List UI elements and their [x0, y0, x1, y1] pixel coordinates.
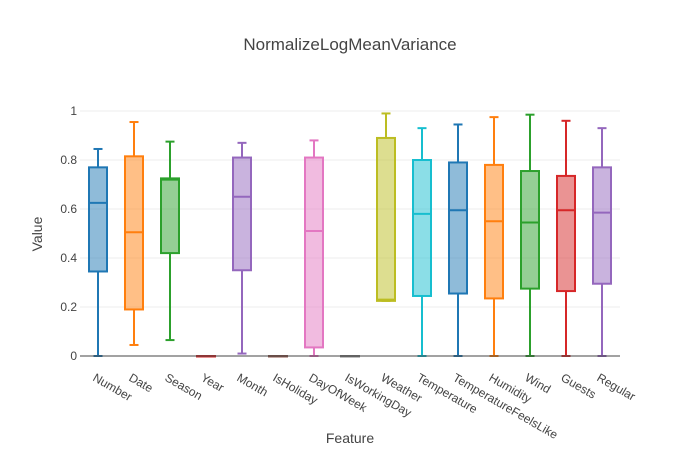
- box-season: [160, 140, 180, 342]
- y-tick-label: 0.6: [60, 202, 77, 216]
- box-wind: [520, 113, 540, 357]
- box-humidity: [484, 116, 504, 357]
- x-tick-label: Guests: [559, 370, 599, 401]
- y-tick-label: 1: [70, 104, 77, 118]
- box-guests: [556, 119, 576, 357]
- box-weather: [376, 112, 396, 302]
- iqr-box: [484, 163, 504, 300]
- y-tick-label: 0.8: [60, 153, 77, 167]
- x-axis-title: Feature: [326, 430, 374, 446]
- x-tick-label: Season: [163, 370, 205, 402]
- y-axis-title: Value: [29, 216, 45, 251]
- box-temperature-feels-like: [448, 123, 468, 357]
- iqr-box: [376, 136, 396, 302]
- y-tick-label: 0.4: [60, 251, 77, 265]
- iqr-box: [520, 170, 540, 290]
- iqr-box: [160, 177, 180, 255]
- iqr-box: [412, 159, 432, 297]
- chart-title: NormalizeLogMeanVariance: [243, 35, 456, 54]
- iqr-box: [304, 156, 324, 349]
- iqr-box: [232, 156, 252, 272]
- iqr-box: [592, 166, 612, 285]
- y-tick-label: 0: [70, 349, 77, 363]
- y-tick-labels: 0 0.2 0.4 0.6 0.8 1: [60, 104, 77, 363]
- x-tick-label: Number: [91, 370, 135, 403]
- box-date: [124, 121, 144, 346]
- box-regular: [592, 127, 612, 357]
- box-series: [88, 112, 612, 358]
- iqr-box: [448, 161, 468, 295]
- iqr-box: [88, 166, 108, 273]
- box-month: [232, 141, 252, 355]
- box-day-of-week: [304, 139, 324, 357]
- iqr-box: [556, 174, 576, 293]
- x-tick-label: Month: [235, 370, 271, 399]
- box-temperature: [412, 127, 432, 357]
- box-number: [88, 147, 108, 357]
- x-tick-label: Regular: [595, 370, 638, 403]
- y-tick-label: 0.2: [60, 300, 77, 314]
